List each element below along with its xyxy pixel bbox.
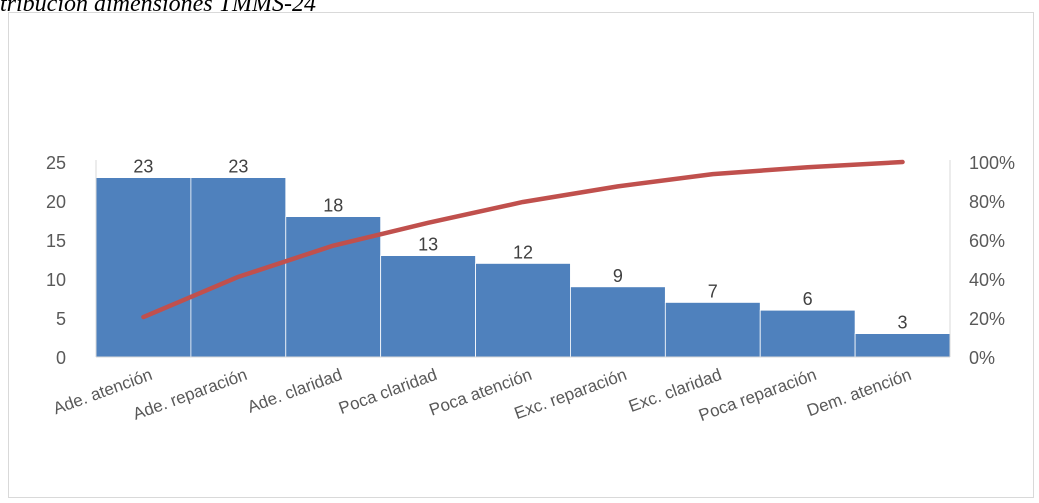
category-label: Dem. atención [804, 365, 914, 420]
bar [570, 286, 666, 358]
y2-tick-label: 20% [969, 309, 1005, 329]
data-label: 7 [708, 281, 718, 301]
data-label: 13 [418, 235, 438, 255]
bar-series [95, 177, 951, 358]
y2-tick-label: 100% [969, 153, 1015, 173]
data-labels: 23 23 18 13 12 9 7 6 3 [133, 157, 907, 333]
y-tick-label: 20 [46, 192, 66, 212]
y-tick-label: 15 [46, 231, 66, 251]
data-label: 3 [898, 313, 908, 333]
y-tick-label: 10 [46, 270, 66, 290]
y2-tick-label: 0% [969, 348, 995, 368]
bar [95, 177, 192, 358]
data-label: 12 [513, 242, 533, 262]
cumulative-line-series [141, 159, 905, 320]
y-tick-label: 25 [46, 153, 66, 173]
data-label: 6 [803, 289, 813, 309]
y2-tick-label: 80% [969, 192, 1005, 212]
data-label: 9 [613, 266, 623, 286]
left-axis-ticks: 0 5 10 15 20 25 [46, 153, 66, 368]
y2-tick-label: 60% [969, 231, 1005, 251]
bar [380, 255, 476, 358]
category-label: Ade. claridad [245, 365, 345, 417]
y-tick-label: 0 [56, 348, 66, 368]
data-label: 18 [323, 196, 343, 216]
bar [854, 333, 951, 358]
y2-tick-label: 40% [969, 270, 1005, 290]
chart-frame [8, 12, 1034, 498]
axes [95, 160, 951, 358]
right-axis-ticks: 0% 20% 40% 60% 80% 100% [969, 153, 1015, 368]
bar [475, 262, 571, 358]
data-label: 23 [228, 157, 248, 177]
y-tick-label: 5 [56, 309, 66, 329]
cumulative-line [141, 159, 905, 320]
data-label: 23 [133, 157, 153, 177]
bar [664, 301, 761, 358]
category-label: Poca claridad [336, 365, 439, 418]
bar [759, 309, 856, 358]
